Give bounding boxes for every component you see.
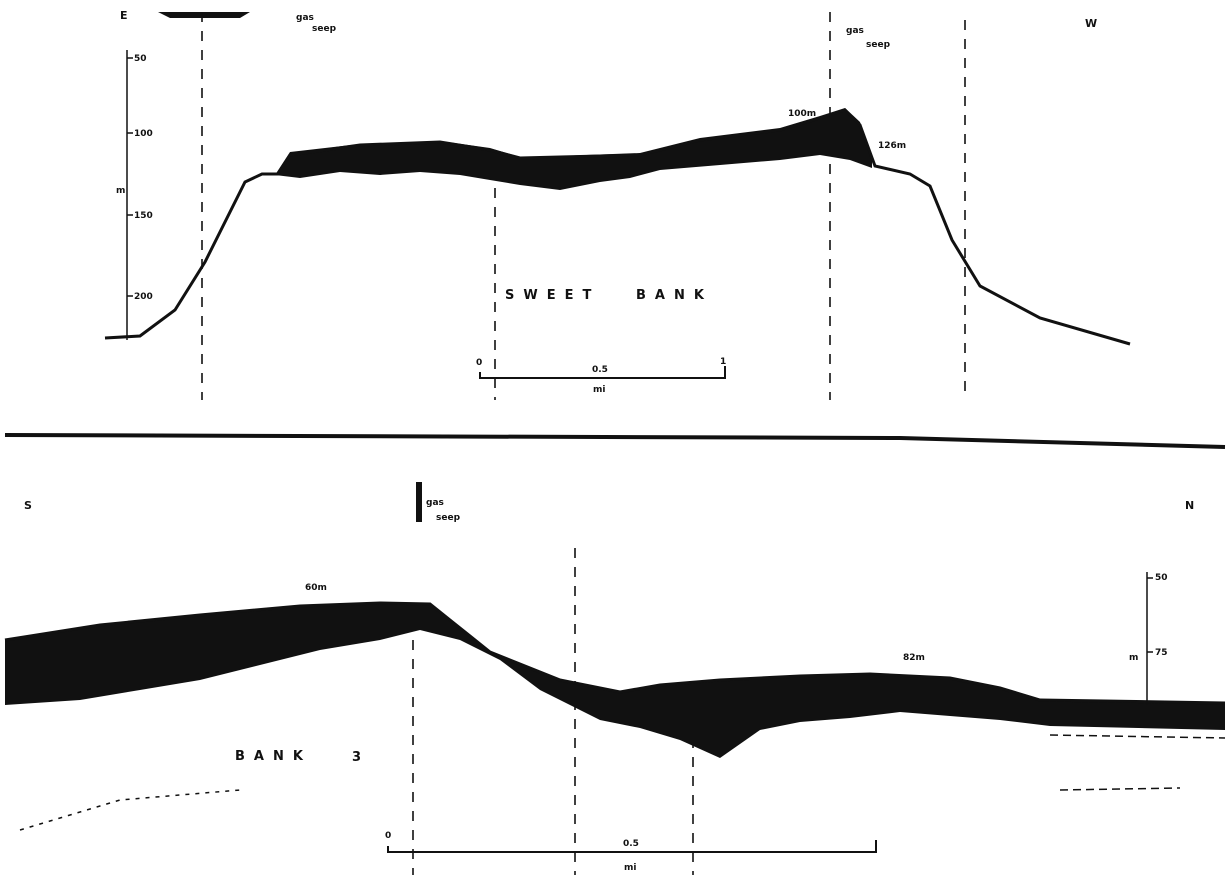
direction-label: S <box>24 499 33 512</box>
depth-label: 100m <box>788 109 816 119</box>
depth-tick-label: 200 <box>134 292 153 302</box>
scale-bar <box>387 840 877 853</box>
scale-label: 0.5 <box>592 365 608 375</box>
faint-reflector <box>1049 734 1226 791</box>
seafloor-profile <box>104 108 1131 346</box>
depth-tick-label: 150 <box>134 211 153 221</box>
bank-name: BANK <box>235 749 312 764</box>
depth-tick-label: 100 <box>134 129 153 139</box>
bank-name: 3 <box>352 750 370 765</box>
bank-reflector <box>275 108 872 190</box>
scale-label: 0 <box>385 831 391 841</box>
seafloor-profile <box>4 601 1226 705</box>
scale-unit: mi <box>624 863 636 873</box>
depth-label: 60m <box>305 583 327 593</box>
seep-label: seep <box>436 513 461 523</box>
depth-unit: m <box>1129 653 1138 663</box>
scale-label: 0.5 <box>623 839 639 849</box>
bank-reflector <box>5 603 1225 758</box>
scale-label: 1 <box>720 357 726 367</box>
seep-label: gas <box>296 13 314 23</box>
seep-mark <box>158 12 250 18</box>
scale-label: 0 <box>476 358 482 368</box>
depth-tick-label: 75 <box>1155 648 1168 658</box>
depth-tick-label: 50 <box>1155 573 1168 583</box>
depth-unit: m <box>116 186 125 196</box>
seep-label: gas <box>846 26 864 36</box>
direction-label: E <box>120 9 129 22</box>
seep-label: gas <box>426 498 444 508</box>
seep-mark <box>416 482 422 522</box>
depth-label: 82m <box>903 653 925 663</box>
separator <box>4 433 1226 449</box>
seep-label: seep <box>312 24 337 34</box>
scale-bar <box>479 366 726 379</box>
bank-name: SWEET <box>505 288 600 303</box>
depth-label: 126m <box>878 141 906 151</box>
scale-unit: mi <box>593 385 605 395</box>
direction-label: W <box>1085 17 1098 30</box>
seep-label: seep <box>866 40 891 50</box>
bottom-profile: 50 75 m S N gas seep 60m 82m BANK 3 0 0.… <box>4 482 1226 875</box>
bank-name: BANK <box>636 288 713 303</box>
depth-tick-label: 50 <box>134 54 147 64</box>
top-profile: 50 100 150 200 m E W gas seep gas seep 1… <box>104 9 1131 400</box>
direction-label: N <box>1185 499 1195 512</box>
